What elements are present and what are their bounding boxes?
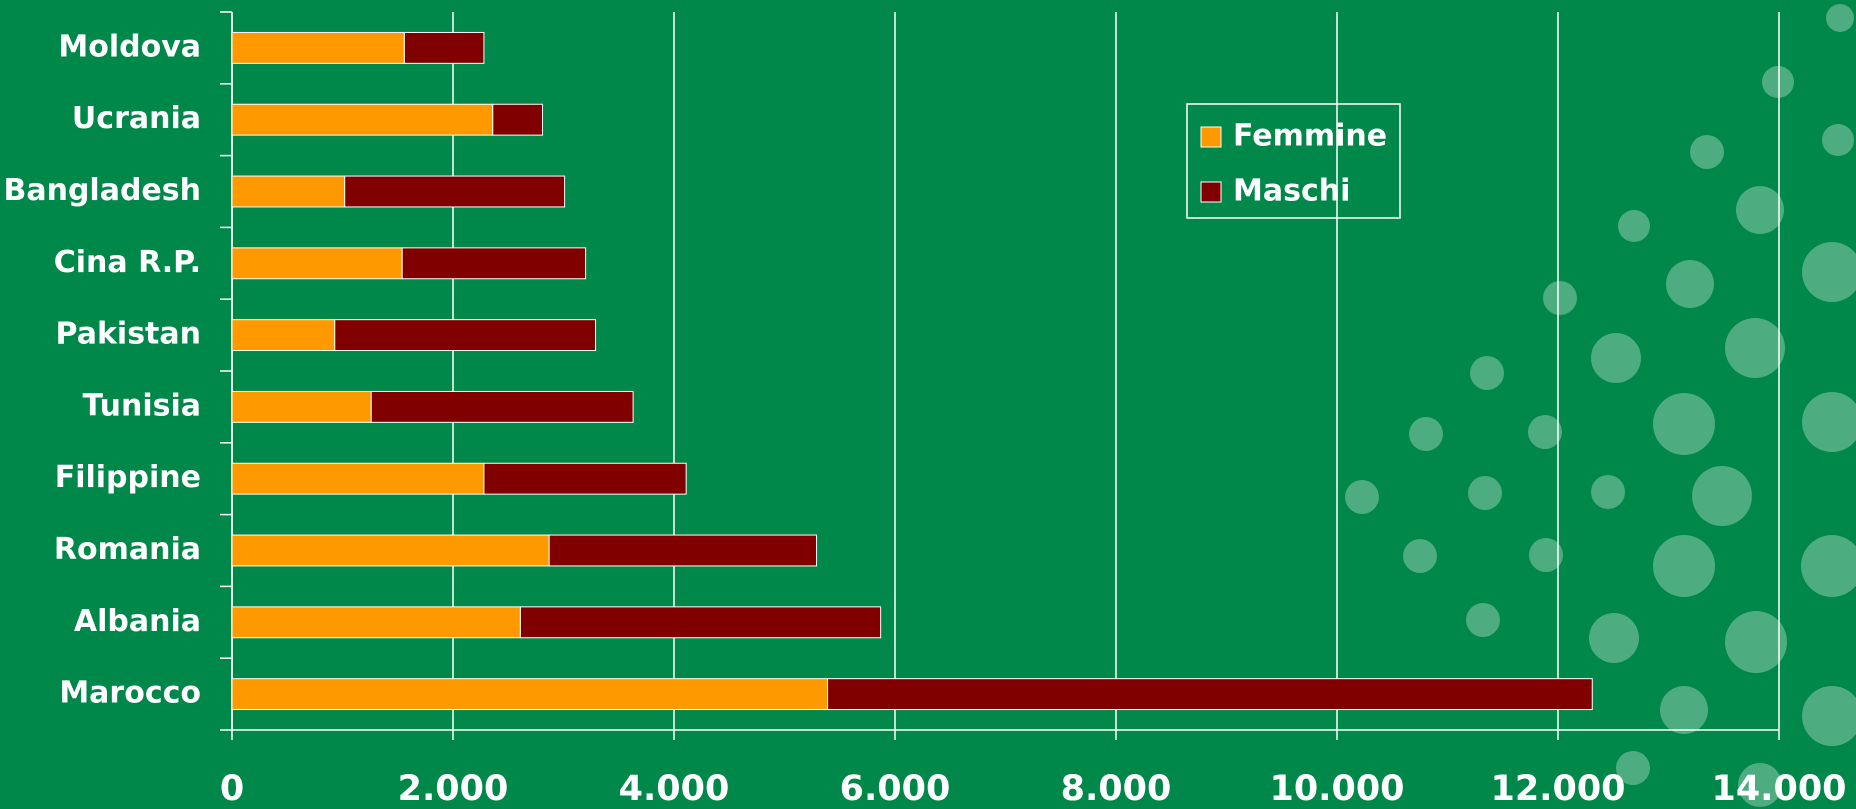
- legend-swatch: [1201, 182, 1221, 202]
- x-tick-label: 4.000: [619, 769, 730, 809]
- bar-segment: [232, 607, 520, 638]
- x-tick-label: 10.000: [1269, 769, 1404, 809]
- bar-segment: [232, 391, 371, 422]
- bar-segment: [232, 104, 493, 135]
- y-tick-label: Romania: [54, 532, 201, 567]
- chart: 0 2.000 4.000 6.000 8.000 10.000 12.000 14.000 M…: [0, 0, 1856, 809]
- bar-segment: [484, 463, 686, 494]
- bar-segment: [371, 391, 633, 422]
- y-tick-label: Albania: [74, 604, 201, 639]
- y-tick-label: Ucrania: [72, 101, 201, 136]
- y-tick-label: Moldova: [58, 29, 201, 64]
- legend-label: Femmine: [1233, 119, 1387, 154]
- bar-segment: [520, 607, 880, 638]
- bar-segment: [404, 32, 484, 63]
- y-tick-label: Pakistan: [56, 317, 201, 352]
- y-tick-label: Cina R.P.: [54, 245, 201, 280]
- bar-segment: [402, 248, 585, 279]
- bar-segment: [232, 463, 484, 494]
- bar-segment: [335, 320, 596, 351]
- bar-segment: [549, 535, 816, 566]
- y-tick-label: Tunisia: [82, 388, 201, 423]
- x-tick-label: 0: [220, 769, 244, 809]
- page: 0 2.000 4.000 6.000 8.000 10.000 12.000 14.000 M…: [0, 0, 1856, 809]
- x-tick-label: 12.000: [1490, 769, 1625, 809]
- y-tick-label: Bangladesh: [3, 173, 201, 208]
- x-tick-label: 14.000: [1711, 769, 1846, 809]
- legend-swatch: [1201, 127, 1221, 147]
- x-tick-label: 8.000: [1061, 769, 1172, 809]
- bar-segment: [232, 176, 345, 207]
- bar-segment: [828, 679, 1593, 710]
- y-tick-label: Filippine: [55, 460, 201, 495]
- bar-segment: [232, 679, 828, 710]
- bar-segment: [232, 248, 402, 279]
- bar-segment: [493, 104, 543, 135]
- bar-segment: [232, 32, 404, 63]
- bar-segment: [232, 535, 549, 566]
- y-tick-label: Marocco: [59, 676, 201, 711]
- bar-segment: [345, 176, 565, 207]
- bar-segment: [232, 320, 335, 351]
- x-tick-label: 2.000: [398, 769, 509, 809]
- x-tick-label: 6.000: [840, 769, 951, 809]
- legend-label: Maschi: [1233, 174, 1350, 209]
